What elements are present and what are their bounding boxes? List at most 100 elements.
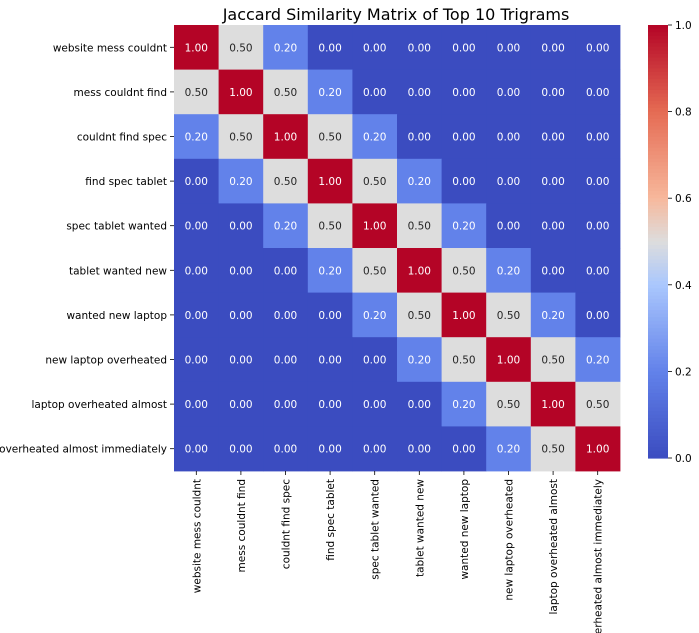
colorbar-segment <box>648 367 668 372</box>
heatmap-cell <box>397 292 442 338</box>
heatmap-cell <box>486 69 532 115</box>
heatmap-cell <box>486 292 532 338</box>
colorbar-segment <box>648 375 668 380</box>
y-tick-label: find spec tablet <box>85 176 167 188</box>
heatmap-cell-value: 0.20 <box>497 444 520 456</box>
heatmap-cell-value: 0.00 <box>229 399 252 411</box>
heatmap-cell-value: 0.00 <box>185 310 208 322</box>
colorbar-segment <box>648 281 668 286</box>
heatmap-cell <box>218 203 264 249</box>
heatmap-cell <box>575 69 621 115</box>
colorbar-segment <box>648 136 668 142</box>
colorbar-tick-label: 1.0 <box>675 20 692 32</box>
heatmap-cell-value: 0.50 <box>229 132 252 144</box>
heatmap-cell <box>218 248 264 293</box>
heatmap-cell <box>218 381 264 427</box>
colorbar-segment <box>648 342 668 347</box>
colorbar-segment <box>648 317 668 322</box>
heatmap-cell <box>218 292 264 338</box>
heatmap-cell <box>486 337 532 383</box>
colorbar-segment <box>648 349 668 354</box>
heatmap-cell <box>486 248 532 293</box>
heatmap-cell <box>397 248 442 293</box>
heatmap-cell <box>352 292 398 338</box>
x-tick-label: find spec tablet <box>325 479 337 561</box>
heatmap-cell <box>530 381 576 427</box>
colorbar-segment <box>648 53 668 59</box>
colorbar-segment <box>648 79 668 84</box>
heatmap-cell-value: 0.00 <box>497 176 520 188</box>
y-tick-label: mess couldnt find <box>74 87 167 99</box>
heatmap-cell <box>441 337 487 383</box>
x-tick-label: spec tablet wanted <box>370 479 382 580</box>
colorbar-segment <box>648 371 668 376</box>
y-tick-label: tablet wanted new <box>69 265 167 277</box>
colorbar-segment <box>648 147 668 152</box>
colorbar-segment <box>648 335 668 340</box>
colorbar-segment <box>648 71 668 77</box>
heatmap-cell-value: 0.50 <box>497 310 520 322</box>
heatmap-cell-value: 0.50 <box>541 355 564 367</box>
colorbar-segment <box>648 403 668 409</box>
heatmap-cell-value: 0.50 <box>452 355 475 367</box>
colorbar-segment <box>648 25 668 30</box>
colorbar-segment <box>648 133 668 138</box>
heatmap-cell <box>307 426 353 472</box>
colorbar-segment <box>648 86 668 91</box>
chart-title: Jaccard Similarity Matrix of Top 10 Trig… <box>222 5 570 24</box>
heatmap-cell-value: 0.00 <box>274 399 297 411</box>
colorbar-segment <box>648 201 668 207</box>
colorbar-segment <box>648 429 668 434</box>
heatmap-cell-value: 0.00 <box>586 132 609 144</box>
colorbar-segment <box>648 129 668 134</box>
colorbar-segment <box>648 378 668 383</box>
heatmap-cell <box>486 381 532 427</box>
colorbar-segment <box>648 223 668 228</box>
colorbar-segment <box>648 432 668 437</box>
colorbar-segment <box>648 248 668 253</box>
heatmap-cell-value: 0.20 <box>497 265 520 277</box>
colorbar-segment <box>648 93 668 98</box>
heatmap-cell <box>352 248 398 293</box>
colorbar-segment <box>648 209 668 214</box>
heatmap-cell-value: 1.00 <box>363 221 386 233</box>
heatmap-cell <box>352 203 398 249</box>
heatmap-cell <box>397 203 442 249</box>
heatmap-cell <box>352 69 398 115</box>
colorbar-segment <box>648 50 668 55</box>
y-axis: website mess couldnt mess couldnt find cou… <box>0 42 174 456</box>
heatmap-cell-value: 0.00 <box>408 42 431 54</box>
colorbar-segment <box>648 28 668 33</box>
colorbar-segment <box>648 447 668 452</box>
y-tick-label: laptop overheated almost <box>31 399 167 411</box>
colorbar-segment <box>648 205 668 210</box>
colorbar-tick-label: 0.2 <box>675 366 692 378</box>
heatmap-cell-value: 1.00 <box>452 310 475 322</box>
colorbar-segment <box>648 216 668 221</box>
heatmap-cell-value: 0.20 <box>452 399 475 411</box>
heatmap-cell-value: 0.50 <box>363 176 386 188</box>
heatmap-cell-value: 0.00 <box>318 42 341 54</box>
heatmap-cell-value: 0.20 <box>318 265 341 277</box>
heatmap-cell <box>486 203 532 249</box>
heatmap-cell <box>441 381 487 427</box>
heatmap-cell <box>441 69 487 115</box>
colorbar-segment <box>648 364 668 369</box>
heatmap-cell-value: 0.00 <box>541 221 564 233</box>
colorbar-segment <box>648 407 668 412</box>
heatmap-cell-value: 0.00 <box>408 444 431 456</box>
heatmap-cell-value: 0.00 <box>497 132 520 144</box>
heatmap-cell <box>530 114 576 160</box>
heatmap-cell <box>441 426 487 472</box>
colorbar-segment <box>648 313 668 318</box>
heatmap-cell-value: 0.50 <box>452 265 475 277</box>
heatmap-cell <box>307 69 353 115</box>
colorbar-segment <box>648 122 668 127</box>
heatmap-cell <box>263 292 309 338</box>
heatmap-cell <box>307 203 353 249</box>
colorbar-segment <box>648 158 668 163</box>
heatmap-cell-value: 0.20 <box>363 310 386 322</box>
heatmap-cell-value: 0.00 <box>452 444 475 456</box>
heatmap-cell <box>486 114 532 160</box>
